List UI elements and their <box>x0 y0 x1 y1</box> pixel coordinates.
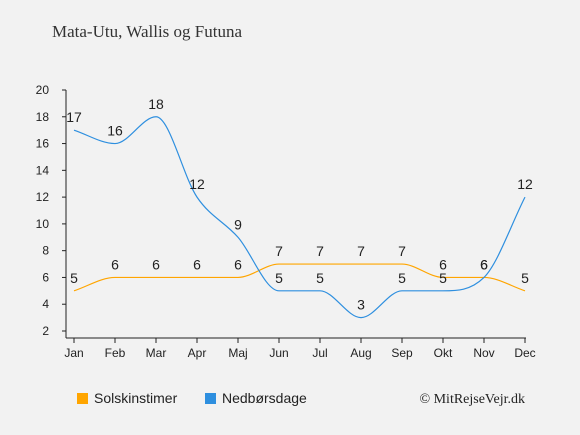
x-tick-label-nov: Nov <box>473 346 494 360</box>
y-tick-label: 2 <box>42 324 49 338</box>
data-label-solskinstimer: 7 <box>398 243 406 259</box>
credit-text: © MitRejseVejr.dk <box>419 392 525 407</box>
data-label-nedborsdage: 5 <box>316 270 324 286</box>
y-tick-label: 10 <box>36 217 50 231</box>
data-label-nedborsdage: 18 <box>148 96 164 112</box>
x-tick-label-jun: Jun <box>269 346 288 360</box>
data-label-solskinstimer: 7 <box>357 243 365 259</box>
data-label-solskinstimer: 5 <box>521 270 529 286</box>
data-label-nedborsdage: 16 <box>107 123 123 139</box>
data-label-nedborsdage: 6 <box>480 256 488 272</box>
x-tick-label-maj: Maj <box>228 346 247 360</box>
legend: Solskinstimer Nedbørsdage <box>77 390 307 406</box>
data-label-solskinstimer: 6 <box>234 256 242 272</box>
data-label-solskinstimer: 6 <box>193 256 201 272</box>
y-tick-label: 12 <box>36 190 50 204</box>
data-label-solskinstimer: 5 <box>70 270 78 286</box>
legend-swatch-nedborsdage <box>205 393 216 404</box>
data-label-nedborsdage: 12 <box>517 176 533 192</box>
axes: 2 4 6 8 10 12 14 16 18 20 Jan Feb Mar Apr Maj Jun Jul Aug… <box>36 83 536 360</box>
x-tick-label-okt: Okt <box>434 346 453 360</box>
series-line-solskinstimer <box>73 263 526 292</box>
x-tick-label-dec: Dec <box>514 346 535 360</box>
data-label-nedborsdage: 5 <box>439 270 447 286</box>
data-label-solskinstimer: 7 <box>275 243 283 259</box>
y-tick-label: 14 <box>36 163 50 177</box>
data-label-nedborsdage: 9 <box>234 216 242 232</box>
series-lines <box>73 116 526 319</box>
y-tick-label: 4 <box>42 297 49 311</box>
x-tick-label-feb: Feb <box>105 346 126 360</box>
data-label-solskinstimer: 6 <box>111 256 119 272</box>
y-tick-label: 16 <box>36 137 50 151</box>
data-label-nedborsdage: 3 <box>357 297 365 313</box>
chart-title: Mata-Utu, Wallis og Futuna <box>52 22 242 41</box>
series-line-nedborsdage <box>73 116 526 319</box>
data-label-solskinstimer: 6 <box>480 256 488 272</box>
x-tick-label-jan: Jan <box>64 346 83 360</box>
data-label-solskinstimer: 6 <box>152 256 160 272</box>
data-label-nedborsdage: 12 <box>189 176 205 192</box>
data-label-nedborsdage: 5 <box>275 270 283 286</box>
legend-swatch-solskinstimer <box>77 393 88 404</box>
legend-label-solskinstimer: Solskinstimer <box>94 390 178 406</box>
x-tick-label-jul: Jul <box>312 346 327 360</box>
x-tick-label-aug: Aug <box>350 346 371 360</box>
data-label-nedborsdage: 5 <box>398 270 406 286</box>
y-tick-label: 6 <box>42 270 49 284</box>
legend-label-nedborsdage: Nedbørsdage <box>222 390 307 406</box>
y-tick-label: 8 <box>42 244 49 258</box>
data-label-nedborsdage: 17 <box>66 109 82 125</box>
data-label-solskinstimer: 6 <box>439 256 447 272</box>
x-tick-label-sep: Sep <box>391 346 413 360</box>
x-tick-label-mar: Mar <box>146 346 167 360</box>
x-tick-label-apr: Apr <box>188 346 207 360</box>
data-label-solskinstimer: 7 <box>316 243 324 259</box>
y-tick-label: 18 <box>36 110 50 124</box>
y-tick-label: 20 <box>36 83 50 97</box>
